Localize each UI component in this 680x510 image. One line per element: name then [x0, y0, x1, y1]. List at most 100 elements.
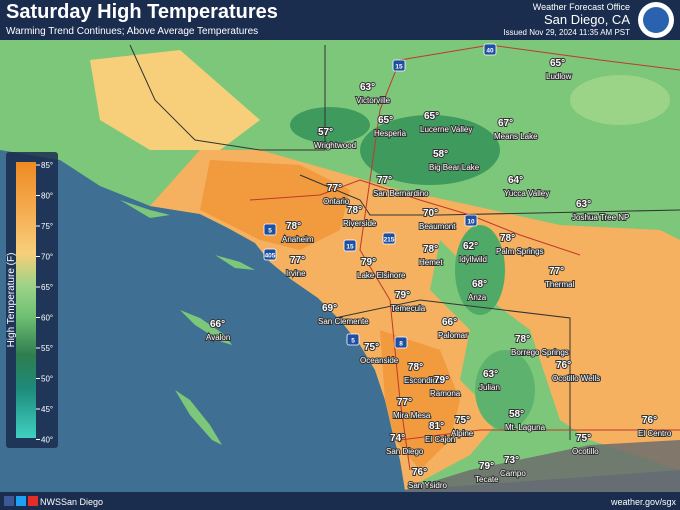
location-name: Escondido — [404, 376, 442, 385]
location-temp: 68° — [472, 279, 487, 290]
location-temp: 78° — [408, 362, 423, 373]
island — [175, 390, 222, 445]
desert — [560, 230, 680, 460]
facebook-icon[interactable] — [4, 496, 14, 506]
mountains — [290, 107, 370, 143]
location-name: Lucerne Valley — [420, 125, 472, 134]
highway-shield — [263, 248, 277, 261]
location-name: Ontario — [323, 197, 350, 206]
location-temp: 76° — [412, 467, 427, 478]
location-temp: 57° — [318, 127, 333, 138]
location-name: Campo — [500, 469, 526, 478]
location-temp: 76° — [556, 360, 571, 371]
location-temp: 75° — [364, 342, 379, 353]
location-temp: 63° — [483, 369, 498, 380]
location-name: San Ysidro — [408, 481, 448, 490]
highway-number: 15 — [346, 244, 354, 251]
legend-tick-label: 65° — [41, 283, 53, 292]
location-temp: 65° — [424, 111, 439, 122]
location-temp: 67° — [498, 118, 513, 129]
location-name: Means Lake — [494, 132, 538, 141]
location-temp: 81° — [429, 421, 444, 432]
location-name: Hesperia — [374, 129, 407, 138]
location-temp: 63° — [360, 82, 375, 93]
location-name: Oceanside — [360, 356, 399, 365]
highway-shield — [263, 223, 277, 236]
location-name: Wrightwood — [314, 141, 356, 150]
location-name: Palomar — [438, 331, 468, 340]
location-temp: 79° — [361, 257, 376, 268]
location-name: Joshua Tree NP — [572, 213, 629, 222]
location-name: Ramona — [430, 389, 461, 398]
location-name: Anaheim — [282, 235, 314, 244]
legend-tick-label: 70° — [41, 253, 53, 262]
location-name: Mt. Laguna — [505, 423, 546, 432]
location-name: Thermal — [545, 280, 575, 289]
highway-number: 40 — [486, 48, 494, 55]
location-name: Palm Springs — [496, 247, 544, 256]
location-temp: 76° — [642, 415, 657, 426]
office: Weather Forecast Office — [533, 2, 630, 12]
location-temp: 79° — [395, 290, 410, 301]
legend-tick-label: 55° — [41, 344, 53, 353]
legend-tick-label: 80° — [41, 192, 53, 201]
highway-number: 15 — [395, 64, 403, 71]
twitter-icon[interactable] — [16, 496, 26, 506]
location-name: Avalon — [206, 333, 230, 342]
office-location: San Diego, CA — [544, 12, 630, 27]
location-name: San Diego — [386, 447, 424, 456]
mountains — [455, 225, 505, 315]
location-temp: 65° — [378, 115, 393, 126]
location-name: San Clemente — [318, 317, 369, 326]
location-temp: 78° — [347, 205, 362, 216]
footer-url: weather.gov/sgx — [610, 497, 677, 507]
island — [215, 255, 255, 270]
title: Saturday High Temperatures — [6, 1, 278, 23]
location-temp: 78° — [423, 244, 438, 255]
legend-tick-label: 85° — [41, 161, 53, 170]
location-name: Mira Mesa — [393, 411, 431, 420]
highway-shield — [343, 239, 357, 252]
location-name: Lake Elsinore — [357, 271, 406, 280]
legend-tick-label: 45° — [41, 405, 53, 414]
nws-logo-inner — [643, 7, 669, 33]
location-name: Beaumont — [419, 222, 456, 231]
highway-shield — [346, 333, 360, 346]
mountains — [475, 350, 535, 430]
location-temp: 78° — [286, 221, 301, 232]
county-line — [299, 174, 680, 216]
location-temp: 73° — [504, 455, 519, 466]
location-temp: 58° — [509, 409, 524, 420]
location-name: San Bernardino — [373, 189, 429, 198]
location-temp: 63° — [576, 199, 591, 210]
location-temp: 64° — [508, 175, 523, 186]
location-temp: 62° — [463, 241, 478, 252]
county-line — [334, 299, 571, 440]
road — [359, 59, 411, 471]
youtube-icon[interactable] — [28, 496, 38, 506]
legend-tick-label: 75° — [41, 222, 53, 231]
location-temp: 70° — [423, 208, 438, 219]
issued: Issued Nov 29, 2024 11:35 AM PST — [503, 28, 630, 37]
highway-shield — [382, 232, 396, 245]
location-name: El Cajon — [425, 435, 455, 444]
legend-scale — [16, 162, 36, 438]
highway-shield — [394, 336, 408, 349]
location-name: Anza — [468, 293, 487, 302]
mexico — [405, 440, 680, 492]
island — [180, 310, 232, 345]
location-name: Idyllwild — [459, 255, 487, 264]
location-name: Alpine — [451, 429, 474, 438]
location-temp: 78° — [515, 334, 530, 345]
highway-shield — [464, 214, 478, 227]
location-temp: 77° — [327, 183, 342, 194]
footer-bar — [0, 492, 680, 510]
highway-shield — [392, 59, 406, 72]
location-name: Irvine — [286, 269, 306, 278]
legend-tick-label: 50° — [41, 375, 53, 384]
location-name: Julian — [479, 383, 500, 392]
location-name: Ocotillo — [572, 447, 599, 456]
yellow-band — [90, 50, 260, 150]
location-temp: 75° — [455, 415, 470, 426]
